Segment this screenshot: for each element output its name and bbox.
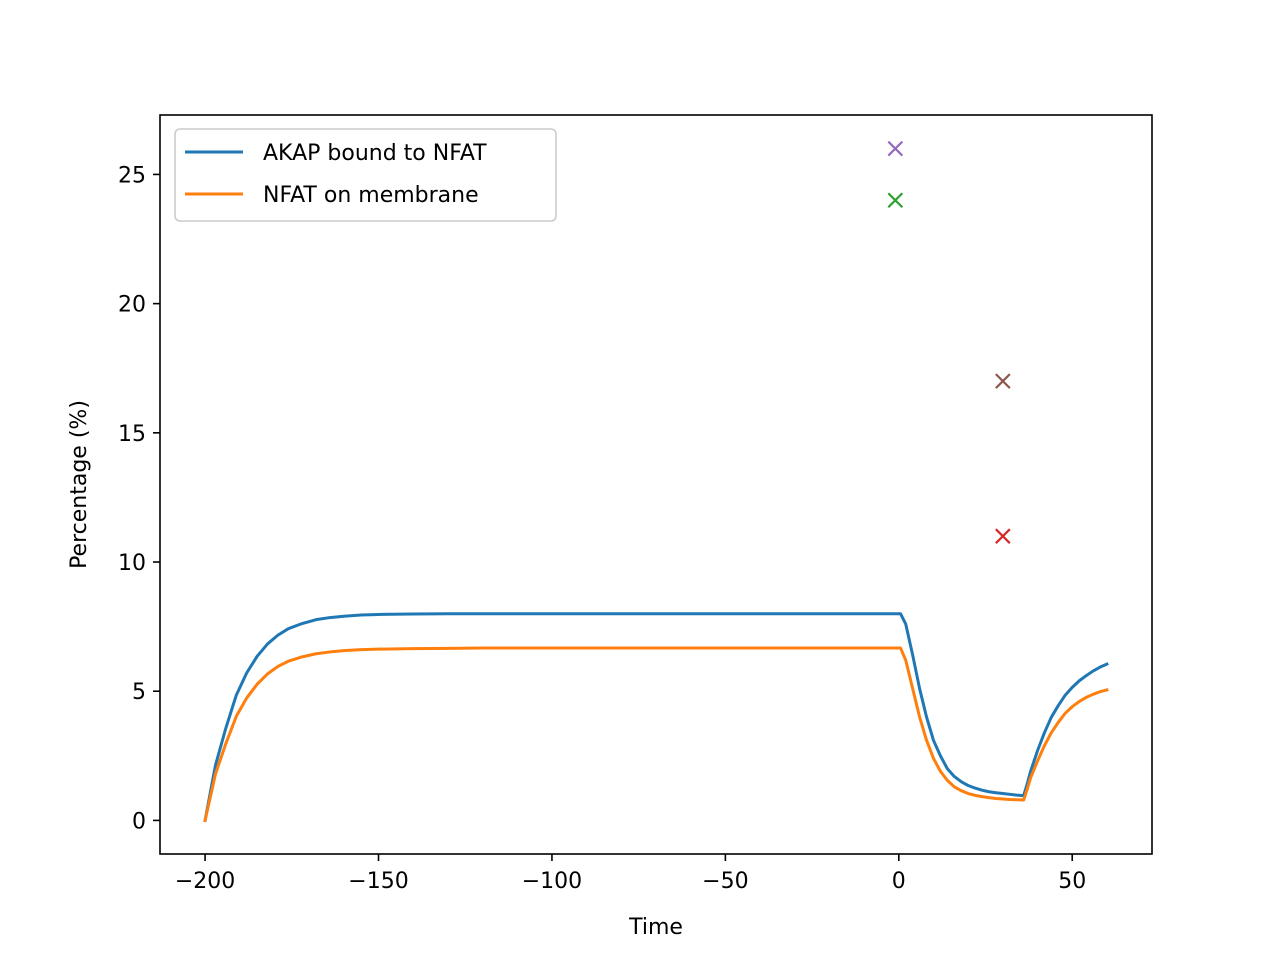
y-tick-label: 10 <box>118 551 146 576</box>
y-tick-label: 5 <box>132 680 146 705</box>
x-axis: −200 −150 −100 −50 0 50 <box>175 854 1086 894</box>
marker-x-0 <box>887 140 904 157</box>
y-axis-label: Percentage (%) <box>67 400 92 569</box>
plot-frame <box>159 114 1153 855</box>
x-axis-label: Time <box>628 915 683 940</box>
marker-stroke <box>995 373 1011 389</box>
plot-area <box>159 114 1153 855</box>
y-tick-label: 0 <box>132 809 146 834</box>
x-tick-label: 50 <box>1058 869 1086 894</box>
legend-label-0: AKAP bound to NFAT <box>263 141 487 166</box>
marker-stroke <box>887 140 904 157</box>
series-line-0 <box>203 612 1109 823</box>
series-line-1 <box>203 646 1109 823</box>
marker-x-2 <box>995 373 1011 389</box>
y-tick-label: 25 <box>118 163 146 188</box>
y-tick-label: 20 <box>118 293 146 318</box>
marker-stroke <box>995 528 1011 544</box>
x-tick-label: −150 <box>348 869 408 894</box>
legend-label-1: NFAT on membrane <box>263 183 479 208</box>
marker-x-1 <box>887 192 904 209</box>
legend: AKAP bound to NFAT NFAT on membrane <box>174 128 557 222</box>
x-tick-label: −50 <box>702 869 748 894</box>
y-axis: 0 5 10 15 20 25 <box>118 163 160 834</box>
y-tick-label: 15 <box>118 422 146 447</box>
legend-box <box>174 128 557 222</box>
x-tick-label: −100 <box>522 869 582 894</box>
x-tick-label: 0 <box>892 869 906 894</box>
marker-x-3 <box>995 528 1011 544</box>
x-tick-label: −200 <box>175 869 235 894</box>
marker-stroke <box>887 192 904 209</box>
